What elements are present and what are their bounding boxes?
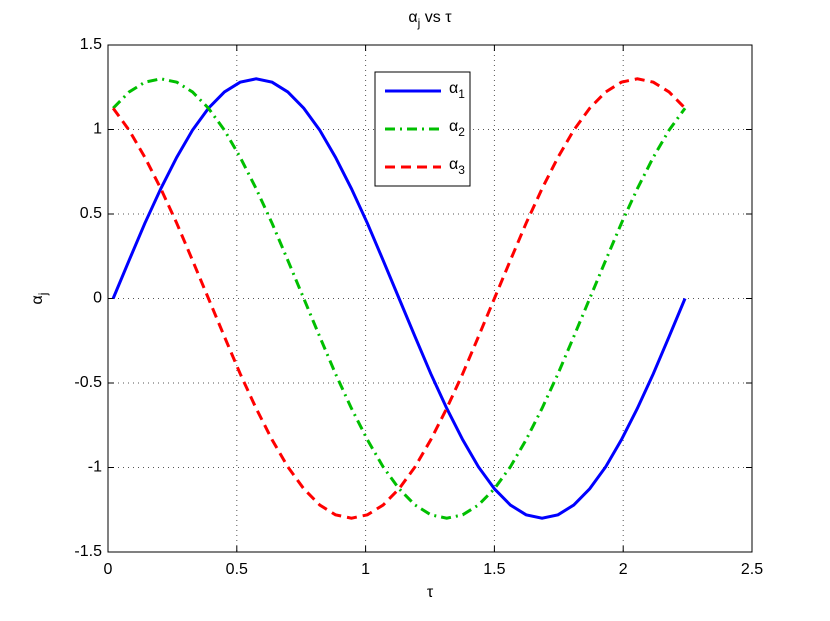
plot-frame xyxy=(107,44,753,553)
x-tick-label: 0.5 xyxy=(226,561,248,578)
series-line xyxy=(112,77,687,520)
x-tick-label: 2.5 xyxy=(741,561,763,578)
x-tick-label: 2 xyxy=(619,561,628,578)
series-line xyxy=(111,77,687,520)
y-tick-label: 1 xyxy=(93,121,102,138)
x-tick-label: 1.5 xyxy=(483,561,505,578)
x-axis-label: τ xyxy=(427,584,434,601)
y-tick-label: 1.5 xyxy=(80,36,102,53)
x-tick-label: 0 xyxy=(104,561,113,578)
legend-label: α3 xyxy=(449,156,465,177)
y-tick-label: 0 xyxy=(93,290,102,307)
y-axis-label: αj xyxy=(29,293,50,305)
chart-title: αj vs τ xyxy=(408,9,452,30)
y-tick-label: -0.5 xyxy=(74,374,102,391)
legend-label: α1 xyxy=(449,80,465,101)
y-tick-label: 0.5 xyxy=(80,205,102,222)
y-tick-label: -1 xyxy=(88,459,102,476)
legend-label: α2 xyxy=(449,118,465,139)
y-tick-label: -1.5 xyxy=(74,543,102,560)
x-tick-label: 1 xyxy=(361,561,370,578)
